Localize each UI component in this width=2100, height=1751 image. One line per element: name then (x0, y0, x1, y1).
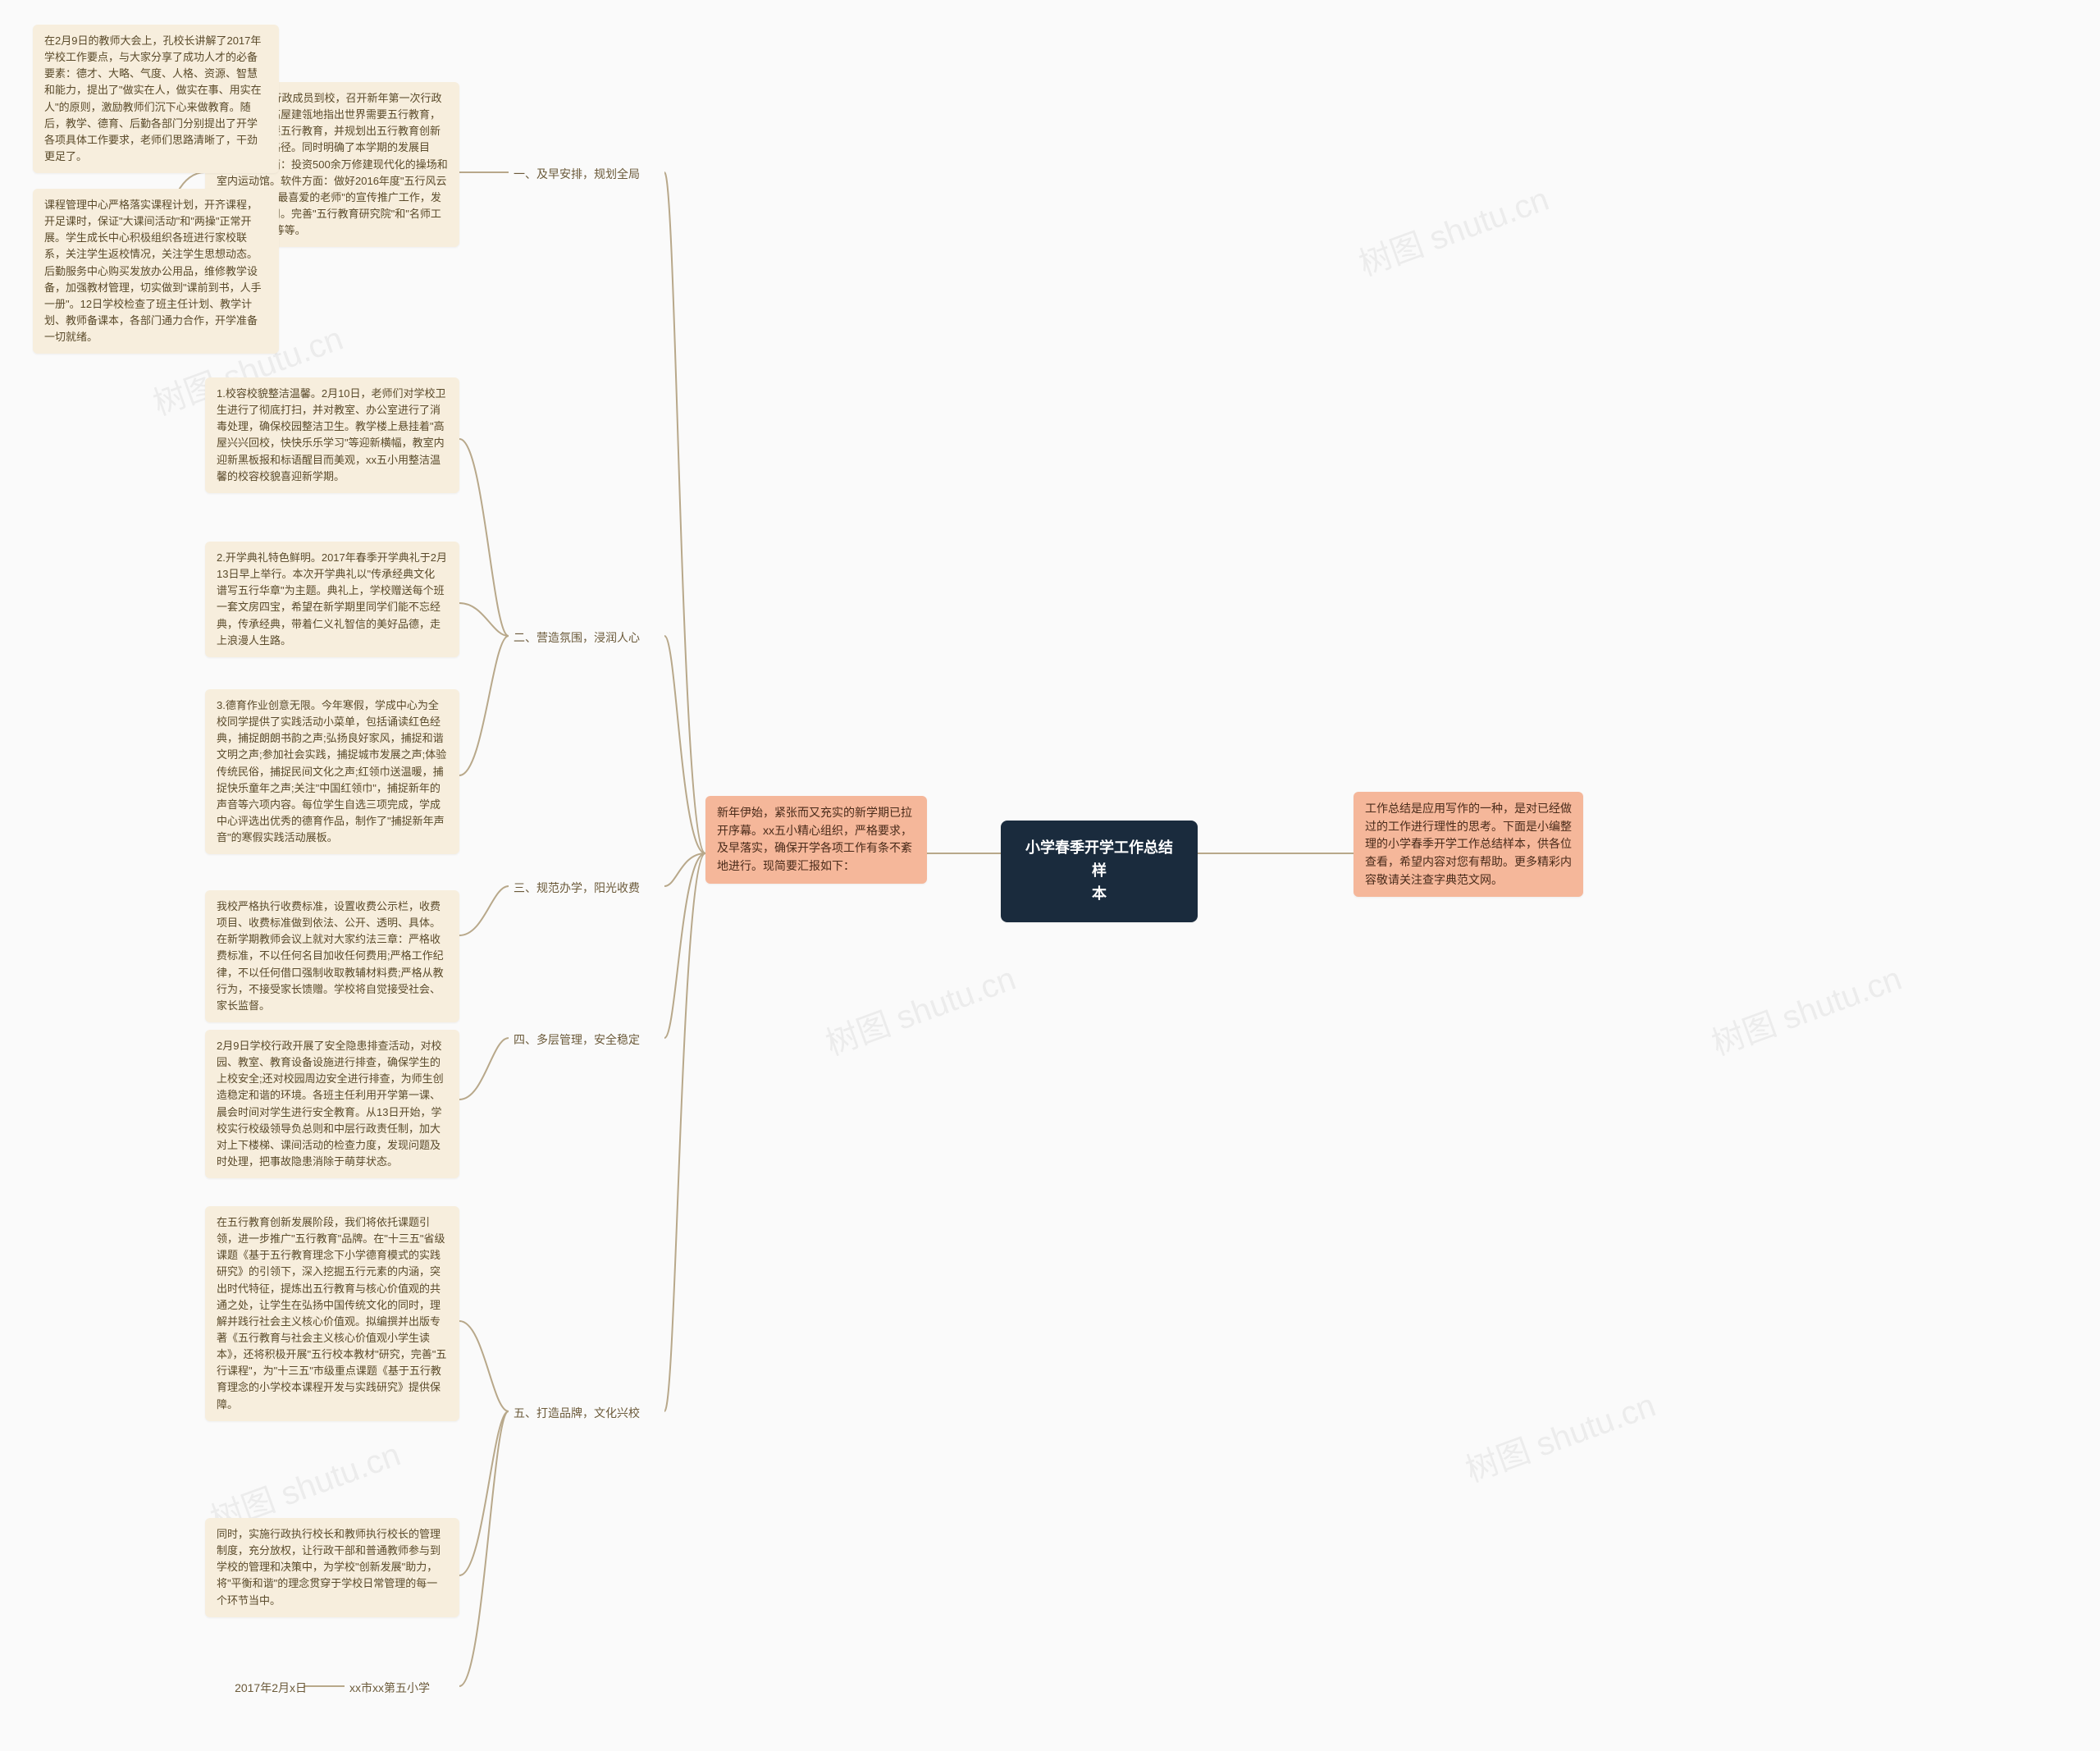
center-title[interactable]: 小学春季开学工作总结样 本 (1001, 821, 1198, 922)
section-2-leaf-1[interactable]: 1.校容校貌整洁温馨。2月10日，老师们对学校卫生进行了彻底打扫，并对教室、办公… (205, 377, 459, 493)
center-title-line1: 小学春季开学工作总结样 (1024, 837, 1175, 883)
section-4-leaf-1[interactable]: 2月9日学校行政开展了安全隐患排查活动，对校园、教室、教育设备设施进行排查，确保… (205, 1030, 459, 1178)
watermark-4: 树图 shutu.cn (1704, 952, 1907, 1064)
footer-school[interactable]: xx市xx第五小学 (345, 1676, 476, 1701)
section-2-leaf-2[interactable]: 2.开学典礼特色鲜明。2017年春季开学典礼于2月13日早上举行。本次开学典礼以… (205, 542, 459, 657)
section-3-leaf-1[interactable]: 我校严格执行收费标准，设置收费公示栏，收费项目、收费标准做到依法、公开、透明、具… (205, 890, 459, 1022)
section-2-leaf-3[interactable]: 3.德育作业创意无限。今年寒假，学成中心为全校同学提供了实践活动小菜单，包括诵读… (205, 689, 459, 854)
watermark-3: 树图 shutu.cn (818, 952, 1021, 1064)
section-5-title[interactable]: 五、打造品牌，文化兴校 (509, 1401, 664, 1426)
section-5-leaf-1[interactable]: 在五行教育创新发展阶段，我们将依托课题引领，进一步推广"五行教育"品牌。在"十三… (205, 1206, 459, 1421)
section-5-leaf-2[interactable]: 同时，实施行政执行校长和教师执行校长的管理制度，充分放权，让行政干部和普通教师参… (205, 1518, 459, 1617)
section-1-far-2[interactable]: 课程管理中心严格落实课程计划，开齐课程，开足课时，保证"大课间活动"和"两操"正… (33, 189, 279, 354)
section-4-title[interactable]: 四、多层管理，安全稳定 (509, 1028, 664, 1053)
watermark-2: 树图 shutu.cn (1351, 172, 1554, 285)
section-1-title[interactable]: 一、及早安排，规划全局 (509, 162, 664, 187)
center-title-line2: 本 (1024, 883, 1175, 906)
section-1-far-1[interactable]: 在2月9日的教师大会上，孔校长讲解了2017年学校工作要点，与大家分享了成功人才… (33, 25, 279, 173)
right-summary[interactable]: 工作总结是应用写作的一种，是对已经做过的工作进行理性的思考。下面是小编整理的小学… (1354, 792, 1583, 897)
watermark-6: 树图 shutu.cn (1458, 1378, 1661, 1491)
footer-date[interactable]: 2017年2月x日 (213, 1676, 312, 1701)
mindmap-root: 树图 shutu.cn 树图 shutu.cn 树图 shutu.cn 树图 s… (0, 0, 2100, 1751)
section-2-title[interactable]: 二、营造氛围，浸润人心 (509, 626, 664, 651)
section-3-title[interactable]: 三、规范办学，阳光收费 (509, 876, 664, 901)
intro-block[interactable]: 新年伊始，紧张而又充实的新学期已拉开序幕。xx五小精心组织，严格要求，及早落实，… (705, 796, 927, 884)
